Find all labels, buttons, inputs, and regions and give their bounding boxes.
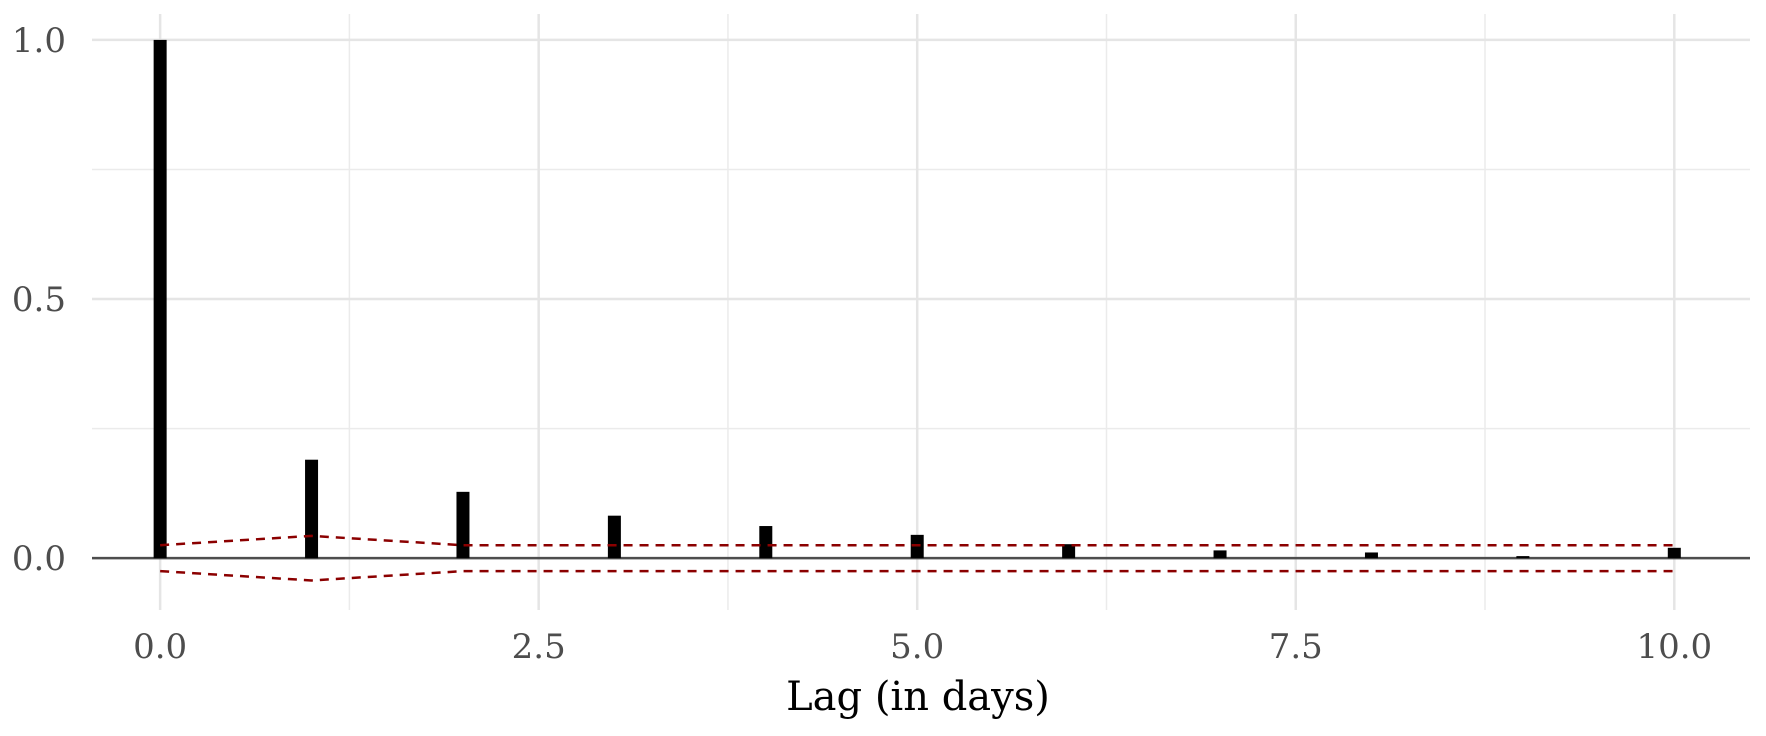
acf-bar: [1667, 547, 1681, 559]
x-tick-label: 7.5: [1269, 627, 1323, 667]
y-axis-ticks: 0.0 0.5 1.0: [12, 21, 66, 579]
major-gridlines: [92, 14, 1750, 610]
y-tick-label: 1.0: [12, 21, 66, 61]
x-tick-label: 2.5: [512, 627, 566, 667]
acf-bar: [1516, 556, 1530, 559]
acf-bar: [153, 39, 167, 559]
acf-bar: [1364, 552, 1378, 559]
confidence-band-upper: [160, 534, 1675, 547]
acf-bars: [153, 39, 1681, 559]
x-axis-title: Lag (in days): [786, 674, 1050, 720]
acf-bar: [305, 459, 319, 559]
x-tick-label: 10.0: [1636, 627, 1712, 667]
acf-bar: [759, 526, 773, 559]
x-axis-ticks: 0.0 2.5 5.0 7.5 10.0: [133, 627, 1712, 667]
x-tick-label: 5.0: [890, 627, 944, 667]
y-tick-label: 0.0: [12, 539, 66, 579]
acf-bar: [456, 491, 470, 559]
minor-gridlines: [92, 14, 1750, 610]
confidence-band: [160, 534, 1675, 582]
acf-bar: [607, 515, 621, 559]
acf-bar: [1062, 544, 1076, 559]
acf-bar: [910, 534, 924, 559]
x-tick-label: 0.0: [133, 627, 187, 667]
y-tick-label: 0.5: [12, 280, 66, 320]
confidence-band-lower: [160, 569, 1675, 582]
acf-bar: [1213, 550, 1227, 559]
